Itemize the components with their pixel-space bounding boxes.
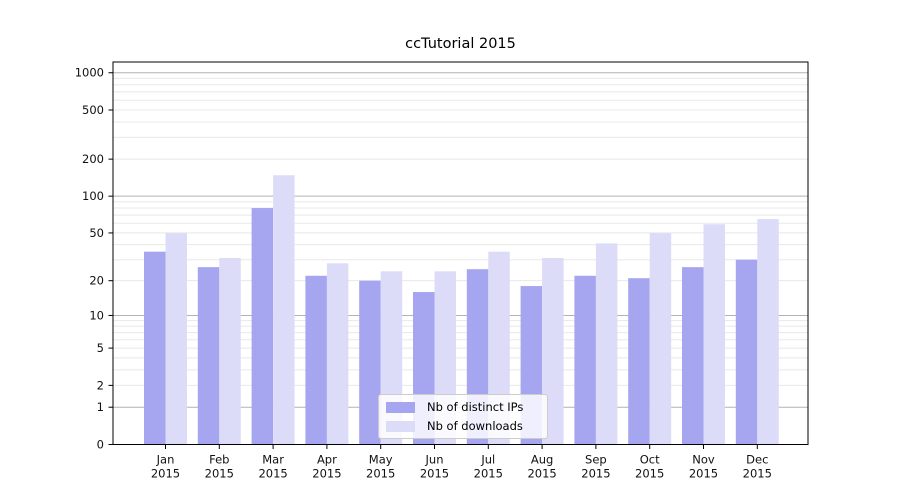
y-tick-label: 500 — [82, 103, 104, 117]
x-tick-label-year: 2015 — [635, 467, 664, 481]
y-tick-label: 1 — [97, 400, 104, 414]
bar-downloads-feb — [219, 258, 241, 445]
x-tick-label-month: Jul — [480, 453, 495, 467]
bar-ips-feb — [197, 267, 220, 445]
bar-ips-apr — [305, 275, 327, 445]
x-tick-label-year: 2015 — [205, 467, 234, 481]
y-tick-label: 20 — [89, 274, 104, 288]
x-tick-label-year: 2015 — [527, 467, 556, 481]
bar-ips-nov — [682, 267, 704, 445]
x-tick-label-year: 2015 — [689, 467, 718, 481]
x-tick-label-year: 2015 — [581, 467, 610, 481]
bar-downloads-jan — [165, 232, 187, 445]
x-tick-label-year: 2015 — [312, 467, 341, 481]
bar-ips-dec — [735, 259, 758, 445]
x-tick-label-year: 2015 — [743, 467, 772, 481]
x-tick-label-month: Dec — [746, 453, 768, 467]
bar-downloads-nov — [703, 224, 725, 445]
x-tick-label-month: Feb — [209, 453, 229, 467]
chart-title: ccTutorial 2015 — [405, 36, 516, 52]
x-tick-label-year: 2015 — [366, 467, 395, 481]
x-tick-label-year: 2015 — [420, 467, 449, 481]
legend-swatch-distinct-ips — [386, 401, 415, 413]
bar-ips-jan — [144, 251, 166, 445]
bar-ips-sep — [574, 275, 596, 445]
x-tick-label-year: 2015 — [151, 467, 180, 481]
x-tick-label-month: Aug — [531, 453, 553, 467]
x-tick-label-month: Sep — [585, 453, 607, 467]
x-tick-label-month: Jun — [425, 453, 444, 467]
bar-ips-oct — [628, 278, 650, 445]
bar-downloads-dec — [757, 219, 779, 445]
bar-downloads-mar — [273, 175, 295, 445]
x-tick-label-month: Nov — [692, 453, 715, 467]
x-tick-label-month: Mar — [262, 453, 284, 467]
y-tick-label: 100 — [82, 189, 104, 203]
legend-label-distinct-ips: Nb of distinct IPs — [427, 400, 524, 414]
bar-ips-mar — [251, 208, 274, 445]
x-tick-label-month: Oct — [640, 453, 660, 467]
x-tick-label-year: 2015 — [258, 467, 287, 481]
x-tick-label-month: Jan — [156, 453, 175, 467]
y-tick-label: 1000 — [75, 66, 104, 80]
bar-downloads-oct — [649, 232, 672, 445]
legend-item-distinct-ips: Nb of distinct IPs — [386, 400, 541, 414]
plot-border — [112, 61, 809, 445]
bar-downloads-apr — [326, 263, 349, 445]
y-tick-label: 5 — [97, 341, 104, 355]
bar-ips-may — [359, 280, 381, 445]
legend-box: Nb of distinct IPs Nb of downloads — [378, 394, 548, 439]
y-tick-label: 2 — [97, 378, 104, 392]
legend-item-downloads: Nb of downloads — [386, 419, 541, 433]
y-tick-label: 50 — [89, 226, 104, 240]
bar-downloads-sep — [595, 243, 618, 445]
x-tick-label-month: Apr — [317, 453, 337, 467]
y-tick-label: 10 — [89, 308, 104, 322]
y-tick-label: 200 — [82, 152, 104, 166]
x-tick-label-month: May — [369, 453, 393, 467]
x-tick-label-year: 2015 — [474, 467, 503, 481]
legend-label-downloads: Nb of downloads — [427, 419, 523, 433]
y-tick-label: 0 — [97, 438, 104, 452]
legend-swatch-downloads — [386, 420, 415, 432]
